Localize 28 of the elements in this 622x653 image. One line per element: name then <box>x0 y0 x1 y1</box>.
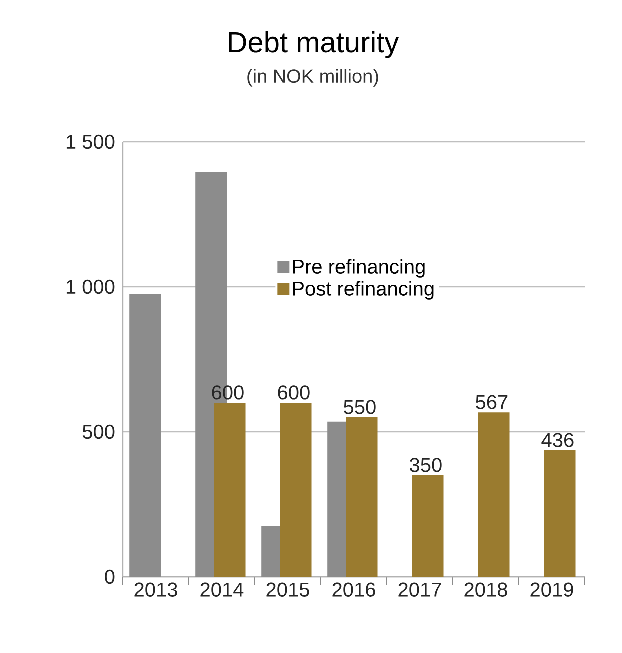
x-tick-label: 2015 <box>266 582 310 597</box>
x-tick-label: 2018 <box>464 582 508 597</box>
y-tick-label: 1 000 <box>66 280 115 294</box>
x-tick-label: 2016 <box>332 582 376 597</box>
data-label: 550 <box>344 400 376 414</box>
bar <box>478 412 510 577</box>
data-label: 567 <box>476 395 508 410</box>
bar <box>280 402 312 577</box>
chart-title: Debt maturity <box>229 31 400 59</box>
x-tick-label: 2014 <box>200 582 244 597</box>
y-tick-label: 500 <box>82 424 115 440</box>
legend-label: Pre refinancing <box>293 259 425 278</box>
bar <box>130 294 162 577</box>
bar <box>214 402 246 577</box>
x-tick-label: 2017 <box>398 582 442 597</box>
y-tick-label: 1 500 <box>66 134 115 150</box>
chart-subtitle: (in NOK million) <box>248 69 378 87</box>
data-label: 350 <box>410 458 442 472</box>
x-tick-label: 2019 <box>530 582 574 597</box>
y-tick-label: 0 <box>105 570 115 584</box>
data-label: 600 <box>278 386 310 400</box>
data-label: 436 <box>542 433 574 448</box>
bar <box>544 450 576 577</box>
bar <box>346 417 378 577</box>
bar <box>412 475 444 577</box>
data-label: 600 <box>212 386 244 400</box>
x-tick-label: 2013 <box>134 582 178 597</box>
legend-label: Post refinancing <box>293 281 434 300</box>
